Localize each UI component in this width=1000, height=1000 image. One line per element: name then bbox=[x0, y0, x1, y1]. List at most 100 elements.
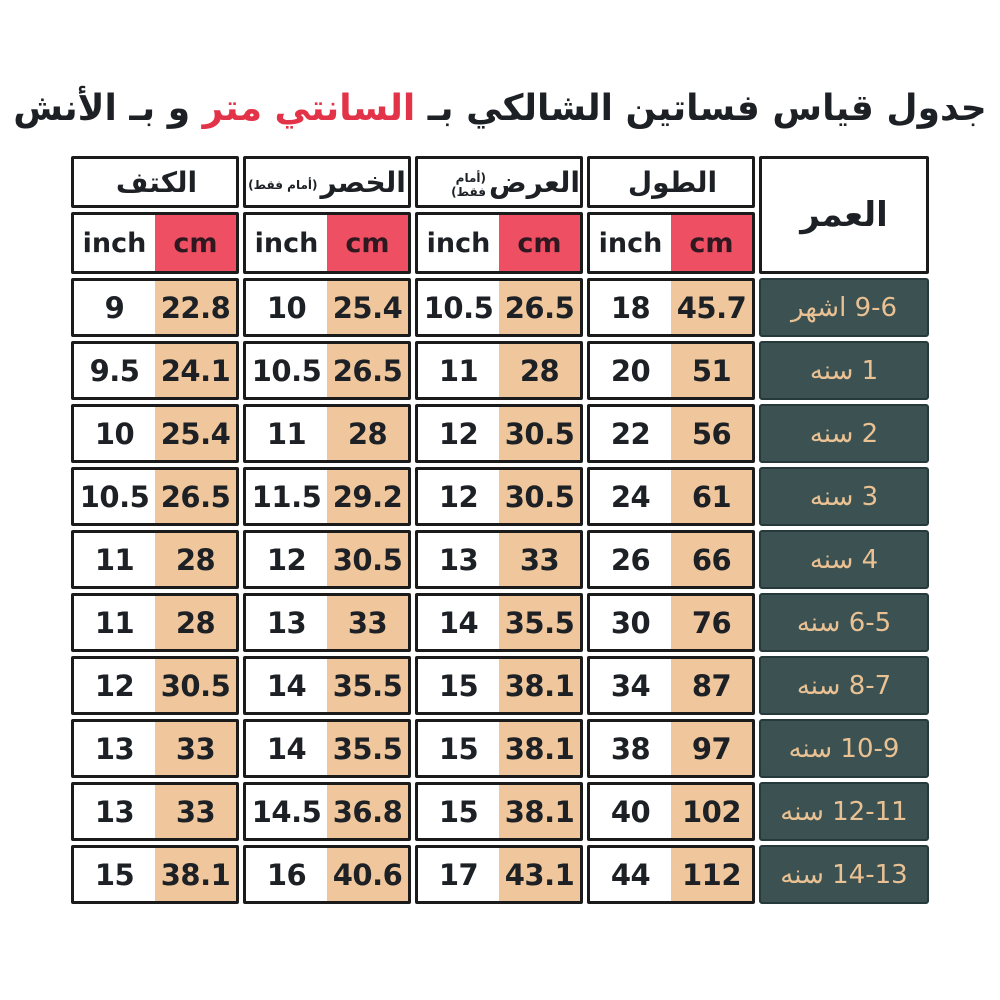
title-suffix: و بـ الأنش bbox=[13, 88, 191, 129]
shoulder-cm-value: 28 bbox=[155, 596, 236, 649]
shoulder-inch-value: 10 bbox=[94, 416, 135, 451]
length-cm-value: 56 bbox=[671, 407, 752, 460]
size-table: الكتف الخصر (أمام فقط) العرض (أمام فقط) … bbox=[71, 156, 929, 904]
width-note: (أمام فقط) bbox=[451, 171, 486, 199]
length-cm-value: 76 bbox=[671, 596, 752, 649]
waist-cm-value: 28 bbox=[327, 407, 408, 460]
waist-inch-value: 13 bbox=[266, 605, 307, 640]
waist-cm-value: 35.5 bbox=[327, 722, 408, 775]
shoulder-values-box: 9.5 24.1 bbox=[71, 341, 239, 400]
age-cell: 6-5 سنه bbox=[759, 593, 929, 652]
waist-cm-value: 29.2 bbox=[327, 470, 408, 523]
shoulder-values-box: 12 30.5 bbox=[71, 656, 239, 715]
shoulder-inch-value: 11 bbox=[94, 605, 135, 640]
waist-values-box: 14 35.5 bbox=[243, 656, 411, 715]
age-cell: 4 سنه bbox=[759, 530, 929, 589]
table-row: 12 30.5 14 35.5 15 38.1 34 87 8-7 سنه bbox=[71, 656, 929, 715]
shoulder-cm-header: cm bbox=[155, 215, 236, 271]
width-cm-value: 30.5 bbox=[499, 470, 580, 523]
length-cm-value: 102 bbox=[671, 785, 752, 838]
shoulder-values-box: 10.5 26.5 bbox=[71, 467, 239, 526]
length-inch-value: 44 bbox=[610, 857, 651, 892]
length-inch-value: 20 bbox=[610, 353, 651, 388]
shoulder-cm-value: 26.5 bbox=[155, 470, 236, 523]
length-values-box: 44 112 bbox=[587, 845, 755, 904]
waist-inch-value: 14 bbox=[266, 731, 307, 766]
waist-inch-value: 11 bbox=[266, 416, 307, 451]
waist-values-box: 14.5 36.8 bbox=[243, 782, 411, 841]
column-header-length: الطول bbox=[587, 156, 755, 208]
waist-values-box: 16 40.6 bbox=[243, 845, 411, 904]
waist-units: inch cm bbox=[243, 212, 411, 274]
waist-cm-value: 40.6 bbox=[327, 848, 408, 901]
shoulder-values-box: 15 38.1 bbox=[71, 845, 239, 904]
width-inch-value: 12 bbox=[438, 479, 479, 514]
width-units: inch cm bbox=[415, 212, 583, 274]
title-highlight: السانتي متر bbox=[202, 88, 416, 129]
shoulder-values-box: 9 22.8 bbox=[71, 278, 239, 337]
age-cell: 10-9 سنه bbox=[759, 719, 929, 778]
length-inch-value: 26 bbox=[610, 542, 651, 577]
age-cell: 1 سنه bbox=[759, 341, 929, 400]
waist-cm-value: 36.8 bbox=[327, 785, 408, 838]
age-cell: 9-6 اشهر bbox=[759, 278, 929, 337]
width-cm-value: 38.1 bbox=[499, 659, 580, 712]
shoulder-values-box: 11 28 bbox=[71, 593, 239, 652]
length-inch-value: 40 bbox=[610, 794, 651, 829]
length-cm-value: 112 bbox=[671, 848, 752, 901]
length-inch-value: 30 bbox=[610, 605, 651, 640]
shoulder-cm-value: 28 bbox=[155, 533, 236, 586]
length-cm-value: 97 bbox=[671, 722, 752, 775]
width-values-box: 15 38.1 bbox=[415, 656, 583, 715]
age-cell: 12-11 سنه bbox=[759, 782, 929, 841]
width-cm-value: 38.1 bbox=[499, 722, 580, 775]
shoulder-values-box: 11 28 bbox=[71, 530, 239, 589]
width-inch-value: 11 bbox=[438, 353, 479, 388]
length-values-box: 34 87 bbox=[587, 656, 755, 715]
length-cm-value: 87 bbox=[671, 659, 752, 712]
shoulder-inch-value: 13 bbox=[94, 794, 135, 829]
length-cm-value: 66 bbox=[671, 533, 752, 586]
waist-cm-value: 25.4 bbox=[327, 281, 408, 334]
shoulder-inch-header: inch bbox=[82, 227, 147, 259]
measure-headers: الكتف الخصر (أمام فقط) العرض (أمام فقط) … bbox=[71, 156, 755, 274]
width-values-box: 15 38.1 bbox=[415, 719, 583, 778]
waist-inch-value: 10 bbox=[266, 290, 307, 325]
width-values-box: 12 30.5 bbox=[415, 404, 583, 463]
width-cm-value: 35.5 bbox=[499, 596, 580, 649]
length-values-box: 30 76 bbox=[587, 593, 755, 652]
page-title: جدول قياس فساتين الشالكي بـ السانتي متر … bbox=[0, 84, 1000, 134]
shoulder-cm-value: 22.8 bbox=[155, 281, 236, 334]
width-cm-value: 43.1 bbox=[499, 848, 580, 901]
shoulder-cm-value: 38.1 bbox=[155, 848, 236, 901]
width-values-box: 17 43.1 bbox=[415, 845, 583, 904]
shoulder-inch-value: 15 bbox=[94, 857, 135, 892]
length-inch-header: inch bbox=[598, 227, 663, 259]
shoulder-units: inch cm bbox=[71, 212, 239, 274]
table-row: 9.5 24.1 10.5 26.5 11 28 20 51 1 سنه bbox=[71, 341, 929, 400]
width-values-box: 11 28 bbox=[415, 341, 583, 400]
age-cell: 8-7 سنه bbox=[759, 656, 929, 715]
width-cm-value: 33 bbox=[499, 533, 580, 586]
width-inch-value: 15 bbox=[438, 668, 479, 703]
length-cm-value: 51 bbox=[671, 344, 752, 397]
width-inch-value: 10.5 bbox=[423, 290, 494, 325]
length-values-box: 38 97 bbox=[587, 719, 755, 778]
waist-values-box: 10 25.4 bbox=[243, 278, 411, 337]
length-cm-value: 61 bbox=[671, 470, 752, 523]
width-values-box: 13 33 bbox=[415, 530, 583, 589]
waist-inch-value: 10.5 bbox=[251, 353, 322, 388]
shoulder-inch-value: 9.5 bbox=[89, 353, 140, 388]
width-values-box: 12 30.5 bbox=[415, 467, 583, 526]
waist-inch-header: inch bbox=[254, 227, 319, 259]
waist-values-box: 14 35.5 bbox=[243, 719, 411, 778]
width-values-box: 10.5 26.5 bbox=[415, 278, 583, 337]
age-cell: 2 سنه bbox=[759, 404, 929, 463]
shoulder-cm-value: 30.5 bbox=[155, 659, 236, 712]
waist-inch-value: 12 bbox=[266, 542, 307, 577]
units-row: inch cm inch cm inch cm inch cm bbox=[71, 212, 755, 274]
waist-values-box: 11 28 bbox=[243, 404, 411, 463]
table-row: 13 33 14 35.5 15 38.1 38 97 10-9 سنه bbox=[71, 719, 929, 778]
shoulder-values-box: 13 33 bbox=[71, 719, 239, 778]
